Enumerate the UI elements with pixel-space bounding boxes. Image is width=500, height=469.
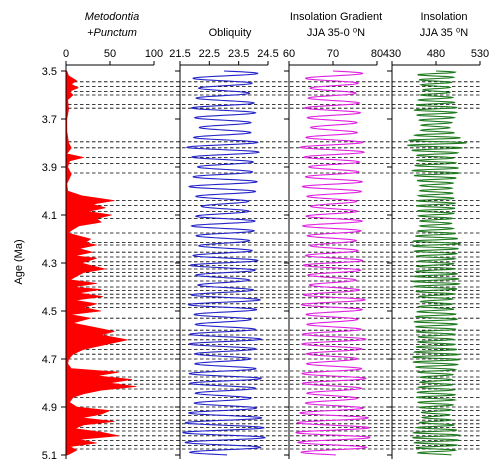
series-insolation <box>407 70 468 456</box>
dashed-event-lines <box>68 81 482 450</box>
axes: 0 50 100 21.5 22.5 23.5 24.5 60 70 80 430 480 530 3.5… <box>42 48 489 462</box>
y-tick-label-5: 4.5 <box>42 306 57 318</box>
x-tick-label-insolation-gradient-2: 80 <box>371 48 383 60</box>
panel-titles: Metodontia +Punctum Obliquity Insolation… <box>85 11 468 39</box>
panel-title-insolation-gradient: Insolation Gradient <box>290 11 382 23</box>
x-tick-label-metodontia-0: 0 <box>63 48 69 60</box>
series-insolation-gradient <box>295 70 371 456</box>
y-axis-title: Age (Ma) <box>13 239 25 284</box>
panel-title-metodontia: Metodontia <box>85 11 139 23</box>
series-metodontia <box>65 70 137 456</box>
y-tick-label-8: 5.1 <box>42 450 57 462</box>
x-tick-label-metodontia-2: 100 <box>145 48 163 60</box>
x-tick-label-insolation-gradient-0: 60 <box>283 48 295 60</box>
y-tick-label-1: 3.7 <box>42 114 57 126</box>
x-tick-label-obliquity-1: 22.5 <box>199 48 220 60</box>
x-tick-label-insolation-gradient-1: 70 <box>327 48 339 60</box>
y-tick-label-2: 3.9 <box>42 162 57 174</box>
x-tick-label-insolation-1: 480 <box>427 48 445 60</box>
panel-title-insolation-line2: JJA 35 ⁰N <box>420 27 468 39</box>
x-tick-label-insolation-2: 530 <box>471 48 489 60</box>
x-tick-label-obliquity-2: 23.5 <box>228 48 249 60</box>
series-obliquity <box>182 70 266 456</box>
panel-title-insolation: Insolation <box>420 11 467 23</box>
x-tick-label-obliquity-0: 21.5 <box>169 48 190 60</box>
panel-title-insolation-gradient-line2: JJA 35-0 ⁰N <box>307 27 365 39</box>
y-tick-label-3: 4.1 <box>42 210 57 222</box>
panel-title-metodontia-line2: +Punctum <box>87 27 137 39</box>
x-tick-label-metodontia-1: 50 <box>104 48 116 60</box>
x-tick-label-insolation-0: 430 <box>383 48 401 60</box>
y-tick-label-7: 4.9 <box>42 402 57 414</box>
y-tick-label-4: 4.3 <box>42 258 57 270</box>
x-tick-label-obliquity-3: 24.5 <box>257 48 278 60</box>
plot-series <box>65 70 468 456</box>
y-tick-label-6: 4.7 <box>42 354 57 366</box>
y-tick-label-0: 3.5 <box>42 66 57 78</box>
panel-title-obliquity: Obliquity <box>209 27 252 39</box>
